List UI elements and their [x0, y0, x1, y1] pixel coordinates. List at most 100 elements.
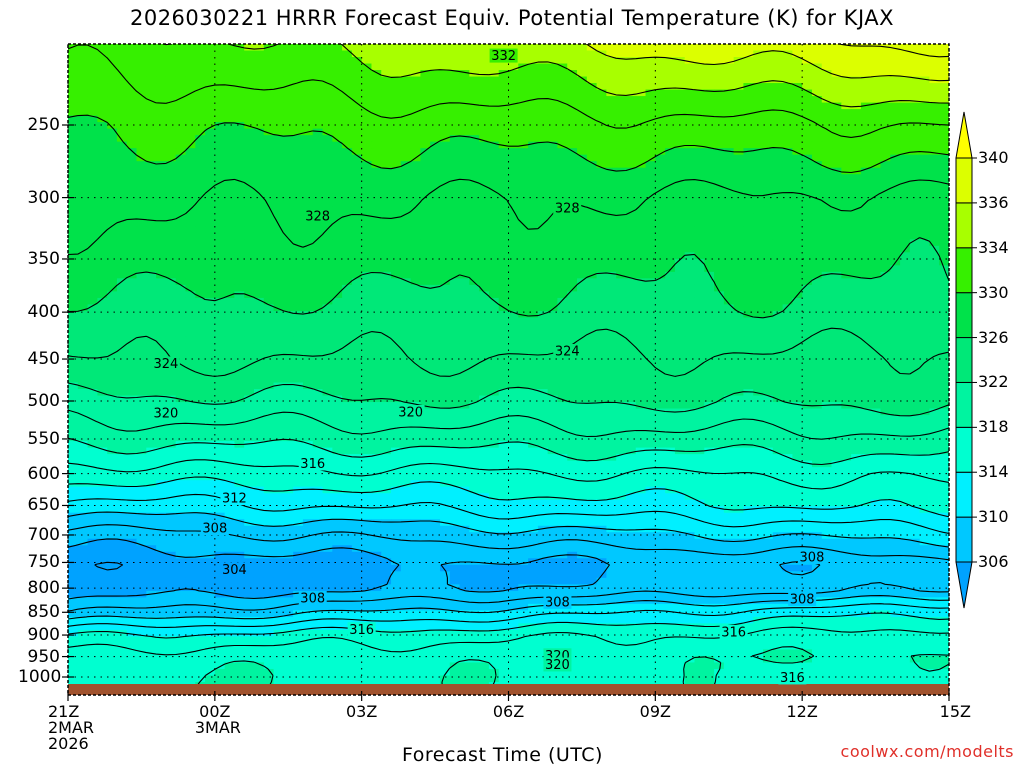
field-cell — [77, 278, 89, 286]
field-cell — [733, 89, 745, 97]
field-cell — [97, 109, 108, 117]
field-cell — [528, 57, 539, 65]
field-cell — [97, 349, 108, 358]
field-cell — [655, 226, 666, 234]
field-cell — [342, 382, 353, 390]
field-cell — [214, 180, 226, 188]
field-cell — [165, 174, 177, 182]
field-cell — [811, 376, 823, 384]
field-cell — [870, 96, 882, 104]
field-cell — [381, 83, 392, 91]
field-cell — [449, 57, 461, 65]
field-cell — [195, 44, 206, 52]
field-cell — [939, 317, 949, 325]
field-cell — [107, 245, 118, 253]
field-cell — [655, 102, 666, 110]
field-cell — [439, 395, 451, 403]
field-cell — [645, 258, 656, 266]
field-cell — [625, 115, 637, 123]
field-cell — [645, 362, 656, 371]
field-cell — [635, 115, 647, 123]
field-cell — [753, 336, 764, 345]
field-cell — [508, 245, 519, 253]
field-cell — [537, 278, 549, 286]
field-cell — [841, 265, 852, 273]
field-cell — [342, 219, 353, 227]
field-cell — [567, 63, 578, 71]
field-cell — [371, 122, 382, 130]
field-cell — [371, 128, 382, 136]
field-cell — [391, 44, 402, 52]
field-cell — [508, 167, 519, 175]
field-cell — [107, 135, 118, 143]
field-cell — [126, 206, 138, 214]
field-cell — [890, 395, 901, 403]
field-cell — [596, 323, 607, 332]
field-cell — [743, 213, 754, 221]
field-cell — [577, 369, 588, 377]
field-cell — [420, 187, 431, 195]
field-cell — [234, 395, 245, 403]
field-cell — [684, 154, 696, 162]
field-cell — [351, 44, 363, 52]
field-cell — [831, 70, 842, 78]
field-cell — [361, 70, 373, 78]
field-cell — [430, 310, 441, 319]
field-cell — [900, 57, 911, 65]
field-cell — [714, 304, 725, 312]
field-cell — [205, 193, 216, 201]
field-cell — [156, 180, 167, 188]
field-cell — [488, 70, 500, 78]
field-cell — [625, 395, 637, 403]
field-cell — [518, 219, 529, 227]
field-cell — [342, 57, 353, 65]
field-cell — [283, 265, 294, 273]
field-cell — [665, 167, 676, 175]
field-cell — [273, 200, 284, 208]
field-cell — [939, 187, 949, 195]
field-cell — [625, 83, 637, 91]
field-cell — [616, 291, 627, 299]
field-cell — [586, 63, 598, 71]
field-cell — [733, 76, 745, 84]
field-cell — [704, 83, 715, 91]
field-cell — [420, 284, 431, 292]
field-cell — [322, 57, 333, 65]
field-cell — [253, 115, 265, 123]
field-cell — [107, 200, 118, 208]
field-cell — [851, 330, 862, 338]
field-cell — [557, 232, 568, 240]
field-cell — [342, 141, 353, 149]
field-cell — [332, 200, 343, 208]
field-cell — [488, 343, 500, 351]
field-cell — [498, 44, 510, 52]
field-cell — [723, 278, 735, 286]
field-cell — [332, 102, 343, 110]
field-cell — [87, 50, 98, 58]
field-cell — [371, 57, 382, 65]
field-cell — [479, 382, 490, 390]
field-cell — [596, 252, 607, 260]
field-cell — [263, 343, 275, 351]
field-cell — [616, 376, 627, 384]
field-cell — [772, 252, 784, 260]
field-cell — [302, 252, 314, 260]
field-cell — [665, 44, 676, 52]
field-cell — [831, 115, 842, 123]
field-cell — [782, 154, 793, 162]
field-cell — [342, 174, 353, 182]
field-cell — [126, 382, 138, 390]
field-cell — [126, 161, 138, 169]
field-cell — [753, 232, 764, 240]
field-cell — [929, 343, 940, 351]
field-cell — [391, 109, 402, 117]
field-cell — [772, 278, 784, 286]
field-cell — [273, 245, 284, 253]
field-cell — [361, 83, 373, 91]
field-cell — [469, 193, 480, 201]
field-cell — [704, 291, 715, 299]
field-cell — [322, 44, 333, 52]
field-cell — [635, 167, 647, 175]
field-cell — [733, 291, 745, 299]
field-cell — [479, 115, 490, 123]
